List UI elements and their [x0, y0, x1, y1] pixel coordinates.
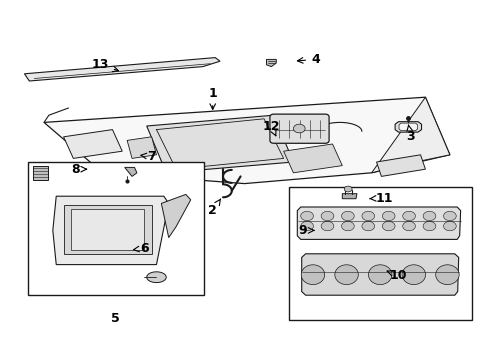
Polygon shape	[342, 194, 356, 199]
Bar	[28, 162, 204, 295]
Polygon shape	[63, 205, 151, 254]
Bar	[33, 166, 48, 180]
Circle shape	[361, 221, 374, 231]
Circle shape	[344, 186, 351, 192]
Text: 1: 1	[208, 87, 217, 109]
Circle shape	[300, 221, 313, 231]
Polygon shape	[283, 144, 342, 173]
Ellipse shape	[301, 265, 324, 284]
Circle shape	[402, 221, 415, 231]
Circle shape	[341, 211, 353, 221]
Ellipse shape	[368, 265, 391, 284]
Polygon shape	[146, 115, 293, 173]
Polygon shape	[63, 130, 122, 158]
Text: 2: 2	[208, 199, 220, 217]
Circle shape	[321, 211, 333, 221]
Text: 10: 10	[386, 269, 407, 282]
Circle shape	[300, 211, 313, 221]
Circle shape	[402, 211, 415, 221]
Circle shape	[422, 211, 435, 221]
Polygon shape	[394, 122, 421, 132]
Circle shape	[293, 124, 305, 133]
Text: 9: 9	[298, 224, 313, 237]
Polygon shape	[71, 209, 144, 250]
Ellipse shape	[435, 265, 458, 284]
Text: 3: 3	[406, 125, 414, 143]
Text: 12: 12	[262, 120, 280, 136]
Text: 6: 6	[133, 242, 148, 255]
Polygon shape	[124, 167, 137, 176]
Polygon shape	[371, 97, 449, 173]
FancyBboxPatch shape	[269, 114, 328, 143]
Ellipse shape	[401, 265, 425, 284]
Polygon shape	[266, 59, 276, 67]
Polygon shape	[297, 207, 460, 239]
Polygon shape	[301, 254, 458, 295]
Text: 5: 5	[110, 312, 119, 325]
Text: 11: 11	[369, 192, 392, 204]
Text: 7: 7	[141, 150, 156, 163]
Ellipse shape	[334, 265, 358, 284]
Text: 13: 13	[91, 58, 118, 72]
Circle shape	[382, 211, 394, 221]
Polygon shape	[161, 194, 190, 238]
Polygon shape	[44, 97, 449, 184]
Polygon shape	[376, 155, 425, 176]
Circle shape	[382, 221, 394, 231]
Text: 4: 4	[297, 53, 319, 66]
Polygon shape	[127, 137, 156, 158]
Circle shape	[321, 221, 333, 231]
Circle shape	[361, 211, 374, 221]
Text: 8: 8	[71, 163, 86, 176]
Circle shape	[341, 221, 353, 231]
Polygon shape	[146, 272, 166, 283]
Polygon shape	[24, 58, 220, 81]
Polygon shape	[398, 123, 417, 131]
Circle shape	[422, 221, 435, 231]
Circle shape	[443, 211, 455, 221]
Circle shape	[443, 221, 455, 231]
Bar	[288, 187, 471, 320]
Polygon shape	[53, 196, 168, 265]
